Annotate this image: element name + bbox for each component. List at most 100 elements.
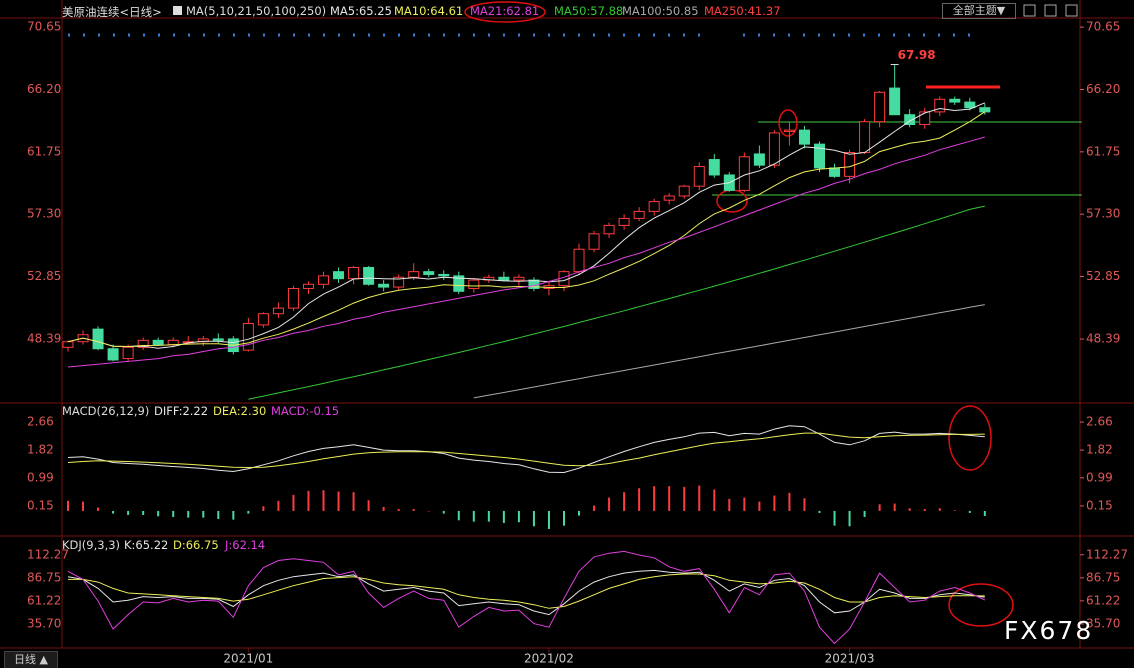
macd-bar (337, 491, 340, 511)
candle-body (333, 271, 345, 280)
candle-body (964, 101, 976, 109)
candle-body (919, 111, 931, 126)
macd-bar (803, 498, 806, 511)
candle-body (468, 279, 480, 289)
y-tick-label: 48.39 (27, 332, 61, 346)
legend-item: MACD:-0.15 (271, 404, 340, 418)
macd-bar (352, 492, 355, 511)
macd-bar (923, 508, 926, 511)
panel-title: MACD(26,12,9) (62, 404, 150, 418)
y-tick-label: 61.75 (1086, 144, 1120, 158)
candle-body (257, 313, 269, 326)
y-tick-label: 2.66 (27, 415, 54, 429)
legend-item: DEA:2.30 (213, 404, 267, 418)
candle-body (633, 210, 645, 219)
user-drawings (464, 1, 1082, 627)
y-tick-label: 61.75 (27, 144, 61, 158)
series-line (67, 136, 985, 368)
main-legend: 美原油连续<日线> MA(5,10,21,50,100,250) MA5:65.… (0, 4, 1080, 20)
y-tick-label: 66.20 (1086, 82, 1120, 96)
macd-bar (968, 510, 971, 513)
macd-bar (397, 508, 400, 511)
macd-bar (833, 510, 836, 526)
candle-body (904, 114, 916, 126)
macd-bar (653, 486, 656, 511)
toolbar-icons[interactable] (1023, 4, 1078, 17)
theme-button[interactable]: 全部主题▼ (942, 3, 1016, 19)
legend-item: MA250:41.37 (704, 4, 781, 18)
macd-bar (878, 504, 881, 511)
y-tick-label: 0.99 (27, 470, 54, 484)
kdj-legend: KDJ(9,3,3) K:65.22 D:66.75 J:62.14 (0, 538, 1080, 554)
candle-body (829, 167, 841, 177)
x-tick-label: 2021/03 (825, 652, 875, 666)
candle-body (378, 283, 390, 288)
indicator-icon (173, 6, 182, 15)
candle-body (107, 348, 119, 361)
candle-body (753, 153, 765, 166)
macd-bar (232, 510, 235, 520)
y-tick-label: 35.70 (1086, 616, 1120, 630)
candle-body (167, 339, 179, 346)
panel-title: KDJ(9,3,3) (62, 538, 121, 552)
legend-item: MA50:57.88 (554, 4, 624, 18)
candle-body (197, 338, 209, 343)
legend-item: MA21:62.81 (470, 4, 540, 18)
macd-bar (638, 488, 641, 511)
candle-body (768, 132, 780, 166)
candle-body (798, 129, 810, 145)
macd-bar (247, 510, 250, 514)
y-tick-label: 0.15 (27, 498, 54, 512)
legend-item: MA5:65.25 (330, 4, 392, 18)
candle-body (859, 121, 871, 154)
y-tick-label: 2.66 (1086, 415, 1113, 429)
candle-body (302, 283, 314, 289)
macd-bar (472, 510, 475, 522)
plot-area (67, 425, 986, 529)
macd-bar (67, 500, 69, 511)
macd-bar (112, 510, 115, 514)
candle-body (453, 275, 465, 292)
macd-bar (758, 501, 761, 511)
legend-item: K:65.22 (124, 538, 169, 552)
macd-bar (863, 510, 866, 517)
macd-bar (938, 508, 941, 511)
macd-bar (427, 510, 430, 512)
candle-body (408, 271, 420, 278)
max-label: 67.98 (898, 48, 936, 62)
macd-bar (367, 500, 370, 511)
macd-bar (262, 506, 265, 511)
macd-bar (217, 510, 220, 519)
y-tick-label: 66.20 (27, 82, 61, 96)
macd-bar (307, 490, 310, 511)
candle-body (92, 328, 104, 350)
y-tick-label: 61.22 (27, 593, 61, 607)
period-button[interactable]: 日线 ▲ (4, 651, 58, 668)
macd-bar (277, 500, 280, 511)
macd-bar (578, 510, 581, 516)
candle-body (889, 87, 901, 116)
candle-body (949, 98, 961, 103)
macd-bar (187, 510, 190, 518)
macd-bar (623, 492, 626, 511)
macd-bar (893, 503, 896, 511)
macd-bar (517, 510, 520, 523)
macd-bar (382, 506, 385, 511)
candle-body (979, 107, 991, 113)
candle-body (874, 91, 886, 123)
macd-bar (908, 508, 911, 511)
legend-item: MA10:64.61 (394, 4, 464, 18)
series-line (473, 304, 985, 399)
candle-body (62, 341, 74, 348)
macd-bar (668, 486, 671, 511)
macd-bar (953, 510, 956, 511)
legend-item: J:62.14 (225, 538, 266, 552)
series-line (68, 573, 985, 609)
candle-body (513, 276, 525, 281)
series-line (67, 569, 985, 616)
candle-body (152, 339, 164, 346)
candle-body (814, 143, 825, 169)
macd-bar (412, 508, 415, 511)
legend-item: MA100:50.85 (622, 4, 699, 18)
